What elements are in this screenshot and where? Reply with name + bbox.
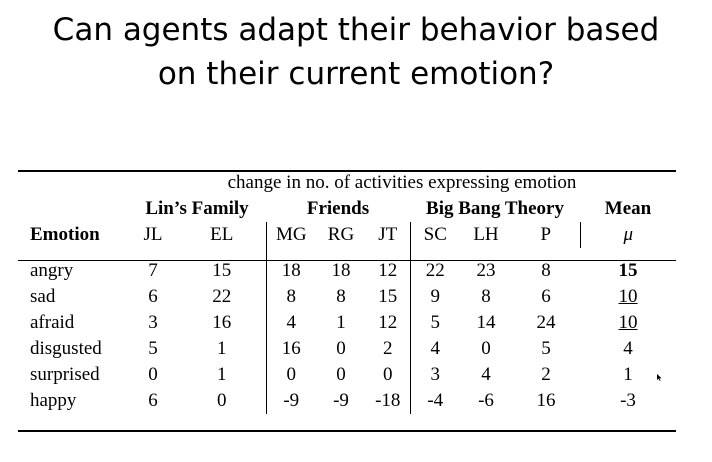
mean-cell: 4 [623,338,633,359]
value-cell: 0 [217,390,227,411]
value-cell: 6 [148,390,158,411]
emotion-cell: angry [30,260,74,281]
value-cell: 5 [409,310,460,336]
value-cell: 24 [536,312,556,333]
mean-cell: 10 [618,286,638,307]
value-cell: 1 [217,364,227,385]
value-cell: -6 [478,390,494,411]
value-cell: 8 [541,260,551,281]
value-cell: 7 [148,260,158,281]
emotion-cell: happy [30,390,77,411]
value-cell: 8 [336,286,346,307]
table-caption: change in no. of activities expressing e… [227,172,577,193]
value-cell: 15 [212,260,232,281]
col-header-mu: μ [579,222,677,248]
title-line-1: Can agents adapt their behavior based [52,12,660,48]
bottom-rule [18,430,676,432]
col-header-jt: JT [378,224,398,245]
value-cell: 16 [536,390,556,411]
value-cell: 3 [148,312,158,333]
col-header-mg: MG [265,222,316,248]
value-cell: 8 [481,286,491,307]
header-rule [18,260,676,261]
value-cell: 0 [481,338,491,359]
mean-cell: -3 [620,390,636,411]
top-rule [18,170,676,172]
mouse-pointer-icon [657,374,662,381]
col-header-jl: JL [143,224,163,245]
value-cell: 2 [383,338,393,359]
value-cell: 9 [409,284,460,310]
value-cell: -18 [375,390,401,411]
value-cell: 22 [212,286,232,307]
emotion-cell: surprised [30,364,100,385]
value-cell: 0 [383,364,393,385]
value-cell: -9 [333,390,349,411]
emotion-cell: afraid [30,312,75,333]
value-cell: 6 [148,286,158,307]
value-cell: 5 [541,338,551,359]
value-cell: 0 [336,338,346,359]
value-cell: -4 [409,388,460,414]
value-cell: -9 [265,388,316,414]
col-header-lh: LH [473,224,499,245]
value-cell: 15 [378,286,398,307]
col-header-sc: SC [409,222,460,248]
value-cell: 3 [409,362,460,388]
mean-cell: 15 [618,260,638,281]
value-cell: 2 [541,364,551,385]
col-header-el: EL [210,224,234,245]
col-header-p: P [540,224,552,245]
title-line-2: on their current emotion? [157,56,555,92]
group-mean: Mean [604,198,652,219]
value-cell: 0 [336,364,346,385]
group-big-bang-theory: Big Bang Theory [426,198,564,219]
value-cell: 16 [212,312,232,333]
value-cell: 0 [148,364,158,385]
value-cell: 16 [265,336,316,362]
value-cell: 23 [476,260,496,281]
group-friends: Friends [306,198,370,219]
value-cell: 4 [481,364,491,385]
emotion-cell: disgusted [30,338,102,359]
col-header-rg: RG [327,224,355,245]
table-row: disgusted 5 1 16 0 2 4 0 5 4 [18,336,676,362]
table-row: happy 6 0 -9 -9 -18 -4 -6 16 -3 [18,388,676,414]
value-cell: 0 [265,362,316,388]
table-row: surprised 0 1 0 0 0 3 4 2 1 [18,362,676,388]
value-cell: 1 [217,338,227,359]
table-row: afraid 3 16 4 1 12 5 14 24 10 [18,310,676,336]
value-cell: 12 [378,312,398,333]
value-cell: 5 [148,338,158,359]
group-lins-family: Lin’s Family [145,198,249,219]
slide-title: Can agents adapt their behavior based on… [0,8,712,96]
table-row: sad 6 22 8 8 15 9 8 6 10 [18,284,676,310]
emotion-cell: sad [30,286,56,307]
value-cell: 6 [541,286,551,307]
value-cell: 4 [265,310,316,336]
value-cell: 4 [409,336,460,362]
mean-cell: 10 [618,312,638,333]
mean-cell: 1 [623,364,633,385]
value-cell: 14 [476,312,496,333]
value-cell: 8 [265,284,316,310]
value-cell: 18 [265,258,316,284]
value-cell: 18 [331,260,351,281]
table-row: angry 7 15 18 18 12 22 23 8 15 [18,258,676,284]
col-header-emotion: Emotion [30,224,100,245]
value-cell: 22 [409,258,460,284]
value-cell: 1 [336,312,346,333]
value-cell: 12 [378,260,398,281]
